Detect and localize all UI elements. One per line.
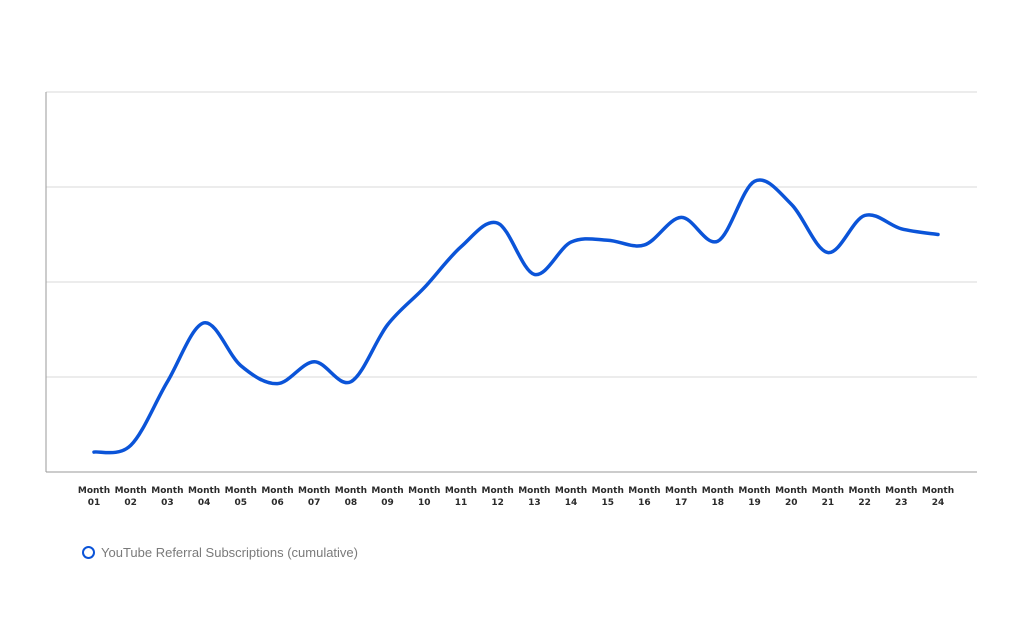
x-tick-label: Month 20	[775, 486, 807, 508]
x-tick-label: Month 01	[78, 486, 110, 508]
x-tick-label-line: Month	[482, 486, 514, 496]
x-tick-label-line: Month	[188, 486, 220, 496]
x-tick-label: Month 11	[445, 486, 477, 508]
x-tick-label-line: Month	[408, 486, 440, 496]
legend: YouTube Referral Subscriptions (cumulati…	[82, 545, 358, 560]
x-tick-label-line: Month	[738, 486, 770, 496]
x-tick-label-line: 20	[785, 498, 798, 508]
x-tick-label-line: Month	[151, 486, 183, 496]
x-tick-label-line: 18	[712, 498, 725, 508]
series-line	[92, 178, 940, 455]
x-tick-label-line: 07	[308, 498, 321, 508]
x-tick-label-line: 12	[491, 498, 504, 508]
axes	[45, 92, 977, 473]
x-tick-label-line: Month	[371, 486, 403, 496]
x-tick-label-line: Month	[225, 486, 257, 496]
x-tick-label: Month 13	[518, 486, 550, 508]
x-tick-label: Month 03	[151, 486, 183, 508]
x-tick-label-line: 23	[895, 498, 908, 508]
x-tick-label-line: 05	[235, 498, 248, 508]
x-tick-label: Month 19	[738, 486, 770, 508]
x-tick-label-line: Month	[848, 486, 880, 496]
x-tick-label-line: Month	[885, 486, 917, 496]
x-tick-label: Month 15	[592, 486, 624, 508]
x-tick-label: Month 10	[408, 486, 440, 508]
x-tick-label-line: 22	[858, 498, 871, 508]
x-tick-label: Month 22	[848, 486, 880, 508]
x-tick-label-line: 09	[381, 498, 394, 508]
x-tick-label-line: 02	[124, 498, 137, 508]
legend-marker-icon	[82, 546, 95, 559]
x-tick-label-line: 04	[198, 498, 211, 508]
x-tick-label: Month 07	[298, 486, 330, 508]
x-tick-label-line: 10	[418, 498, 431, 508]
x-tick-label-line: Month	[665, 486, 697, 496]
x-tick-label-line: Month	[775, 486, 807, 496]
x-tick-label-line: 13	[528, 498, 541, 508]
x-tick-label-line: Month	[628, 486, 660, 496]
x-tick-label: Month 06	[261, 486, 293, 508]
x-tick-label-line: Month	[445, 486, 477, 496]
x-tick-label-line: 16	[638, 498, 651, 508]
x-tick-label: Month 24	[922, 486, 954, 508]
x-tick-label-line: Month	[702, 486, 734, 496]
x-tick-label-line: 03	[161, 498, 174, 508]
x-tick-label: Month 05	[225, 486, 257, 508]
x-tick-label: Month 09	[371, 486, 403, 508]
x-tick-label: Month 17	[665, 486, 697, 508]
x-tick-label-line: 15	[601, 498, 614, 508]
x-tick-label-line: Month	[78, 486, 110, 496]
x-tick-label: Month 14	[555, 486, 587, 508]
x-tick-label: Month 21	[812, 486, 844, 508]
x-tick-label-line: 17	[675, 498, 688, 508]
x-tick-label-line: 19	[748, 498, 761, 508]
x-tick-label-line: Month	[812, 486, 844, 496]
x-tick-label: Month 04	[188, 486, 220, 508]
x-tick-label-line: 24	[932, 498, 945, 508]
series-group	[92, 178, 940, 455]
x-tick-label-line: Month	[298, 486, 330, 496]
x-tick-label-line: Month	[518, 486, 550, 496]
gridlines	[46, 91, 977, 378]
x-tick-label-line: 01	[88, 498, 101, 508]
x-tick-label-line: 08	[345, 498, 358, 508]
x-tick-label: Month 08	[335, 486, 367, 508]
x-tick-label-line: 21	[822, 498, 835, 508]
x-tick-label-line: Month	[335, 486, 367, 496]
x-tick-label-line: 11	[455, 498, 468, 508]
x-tick-label-line: 06	[271, 498, 284, 508]
x-tick-label-line: Month	[115, 486, 147, 496]
x-tick-label: Month 12	[482, 486, 514, 508]
x-tick-label: Month 23	[885, 486, 917, 508]
x-tick-label-line: Month	[922, 486, 954, 496]
x-tick-label: Month 16	[628, 486, 660, 508]
legend-label: YouTube Referral Subscriptions (cumulati…	[101, 545, 358, 560]
x-tick-label-line: Month	[261, 486, 293, 496]
x-tick-label-line: Month	[555, 486, 587, 496]
x-tick-label: Month 02	[115, 486, 147, 508]
x-tick-label: Month 18	[702, 486, 734, 508]
x-tick-label-line: 14	[565, 498, 578, 508]
x-tick-label-line: Month	[592, 486, 624, 496]
